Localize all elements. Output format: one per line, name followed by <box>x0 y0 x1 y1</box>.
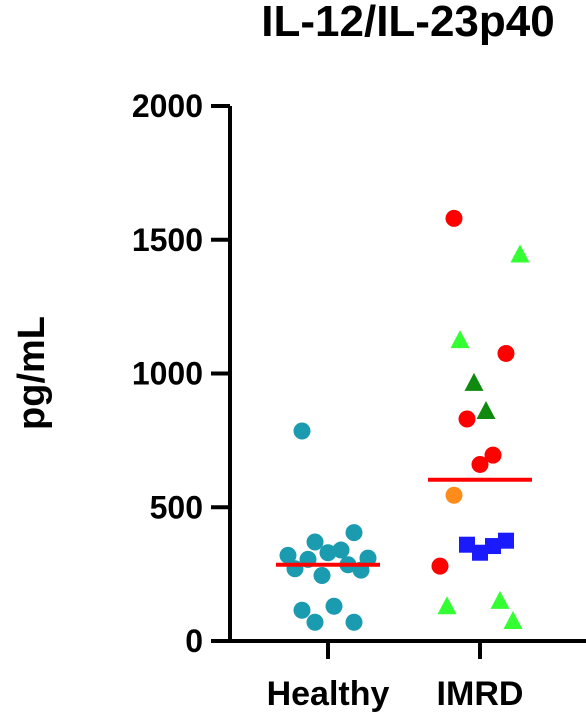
y-tick-label: 2000 <box>132 88 203 124</box>
data-point <box>472 544 488 561</box>
data-point <box>471 455 489 473</box>
data-point <box>437 596 457 615</box>
data-points <box>279 209 530 631</box>
y-tick-label: 0 <box>185 623 203 659</box>
data-point <box>345 613 363 631</box>
data-point <box>497 344 515 362</box>
data-point <box>345 524 363 542</box>
data-point <box>313 566 331 584</box>
y-tick-label: 1000 <box>132 356 203 392</box>
y-tick-label: 1500 <box>132 222 203 258</box>
data-point <box>293 422 311 440</box>
data-point <box>445 486 463 504</box>
data-point <box>490 590 510 609</box>
data-point <box>306 613 324 631</box>
data-point <box>319 544 337 562</box>
data-point <box>464 372 484 391</box>
x-tick-label: IMRD <box>437 675 524 713</box>
data-point <box>485 538 501 555</box>
data-point <box>510 244 530 263</box>
data-point <box>484 446 502 464</box>
axes: Healthy IMRD <box>228 106 586 713</box>
data-point <box>325 597 343 615</box>
data-point <box>332 541 350 559</box>
data-point <box>450 330 470 349</box>
data-point <box>279 546 297 564</box>
data-point <box>306 533 324 551</box>
data-point <box>503 610 523 629</box>
chart-title: IL-12/IL-23p40 <box>261 0 554 46</box>
median-lines <box>276 477 532 567</box>
y-tick-label: 500 <box>150 489 203 525</box>
x-tick-label: Healthy <box>267 675 390 713</box>
data-point <box>431 557 449 575</box>
data-point <box>476 400 496 419</box>
data-point <box>445 209 463 227</box>
data-point <box>498 532 514 549</box>
y-ticks: 0 500 1000 1500 2000 <box>132 88 230 659</box>
y-axis-label: pg/mL <box>11 316 53 430</box>
data-point <box>459 536 475 553</box>
data-point <box>458 410 476 428</box>
data-point <box>293 601 311 619</box>
